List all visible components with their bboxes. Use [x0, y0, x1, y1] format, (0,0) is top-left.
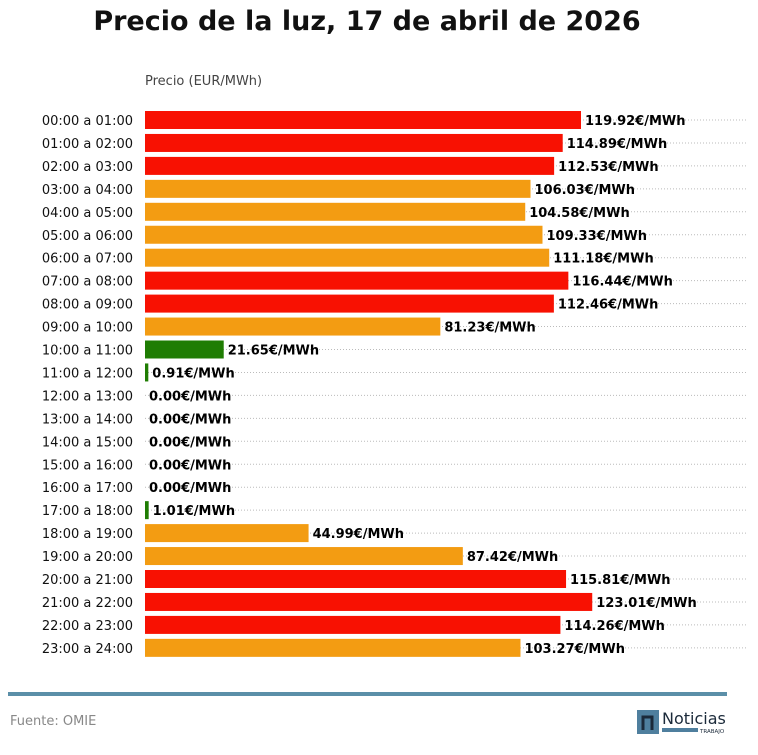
data-label: 0.00€/MWh — [149, 412, 231, 427]
category-label: 15:00 a 16:00 — [42, 458, 133, 473]
data-label: 21.65€/MWh — [228, 344, 319, 359]
category-label: 11:00 a 12:00 — [42, 366, 133, 381]
bar — [145, 317, 441, 336]
data-label: 81.23€/MWh — [444, 321, 535, 336]
data-label: 0.00€/MWh — [149, 481, 231, 496]
category-label: 19:00 a 20:00 — [42, 550, 133, 565]
category-label: 08:00 a 09:00 — [42, 298, 133, 313]
category-label: 20:00 a 21:00 — [42, 573, 133, 588]
category-label: 06:00 a 07:00 — [42, 252, 133, 267]
data-label: 103.27€/MWh — [524, 642, 625, 657]
category-label: 23:00 a 24:00 — [42, 642, 133, 657]
bar — [145, 202, 526, 221]
data-label: 0.00€/MWh — [149, 389, 231, 404]
data-label: 0.91€/MWh — [152, 366, 234, 381]
data-label: 0.00€/MWh — [149, 435, 231, 450]
data-label: 0.00€/MWh — [149, 458, 231, 473]
category-label: 03:00 a 04:00 — [42, 183, 133, 198]
category-label: 12:00 a 13:00 — [42, 389, 133, 404]
data-label: 104.58€/MWh — [529, 206, 630, 221]
category-label: 21:00 a 22:00 — [42, 596, 133, 611]
bar — [145, 156, 555, 175]
category-label: 14:00 a 15:00 — [42, 435, 133, 450]
category-label: 13:00 a 14:00 — [42, 412, 133, 427]
category-label: 04:00 a 05:00 — [42, 206, 133, 221]
bar — [145, 615, 561, 634]
bar — [145, 248, 550, 267]
bar — [145, 340, 224, 359]
data-label: 123.01€/MWh — [596, 596, 697, 611]
category-label: 05:00 a 06:00 — [42, 229, 133, 244]
bar — [145, 111, 581, 129]
bar — [145, 133, 563, 152]
bar — [145, 592, 593, 611]
footer-divider — [8, 692, 727, 696]
bar — [145, 179, 531, 198]
data-label: 109.33€/MWh — [546, 229, 647, 244]
bar — [145, 225, 543, 244]
source-text: Fuente: OMIE — [10, 714, 97, 729]
data-label: 116.44€/MWh — [572, 275, 673, 290]
category-label: 01:00 a 02:00 — [42, 137, 133, 152]
chart-title: Precio de la luz, 17 de abril de 2026 — [93, 6, 641, 37]
category-label: 17:00 a 18:00 — [42, 504, 133, 519]
svg-text:Noticias: Noticias — [662, 709, 726, 728]
category-label: 09:00 a 10:00 — [42, 321, 133, 336]
data-label: 119.92€/MWh — [585, 114, 686, 129]
noticias-trabajo-logo: Noticias TRABAJO — [637, 709, 726, 735]
data-label: 112.53€/MWh — [558, 160, 659, 175]
data-label: 114.26€/MWh — [564, 619, 665, 634]
data-label: 106.03€/MWh — [534, 183, 635, 198]
bar — [145, 524, 309, 543]
category-label: 16:00 a 17:00 — [42, 481, 133, 496]
bar — [145, 363, 149, 382]
data-label: 87.42€/MWh — [467, 550, 558, 565]
data-label: 115.81€/MWh — [570, 573, 671, 588]
data-label: 1.01€/MWh — [153, 504, 235, 519]
axis-label: Precio (EUR/MWh) — [145, 74, 263, 89]
category-label: 00:00 a 01:00 — [42, 114, 133, 129]
data-label: 114.89€/MWh — [567, 137, 668, 152]
bar-chart: 00:00 a 01:00 119.92€/MWh 01:00 a 02:00 114… — [42, 111, 748, 657]
bar — [145, 501, 149, 520]
category-label: 10:00 a 11:00 — [42, 344, 133, 359]
data-label: 111.18€/MWh — [553, 252, 654, 267]
bar — [145, 570, 567, 588]
bar — [145, 294, 554, 313]
category-label: 07:00 a 08:00 — [42, 275, 133, 290]
category-label: 22:00 a 23:00 — [42, 619, 133, 634]
data-label: 112.46€/MWh — [558, 298, 659, 313]
category-label: 02:00 a 03:00 — [42, 160, 133, 175]
bar — [145, 271, 569, 290]
bar — [145, 638, 521, 657]
category-label: 18:00 a 19:00 — [42, 527, 133, 542]
svg-text:TRABAJO: TRABAJO — [699, 729, 725, 735]
data-label: 44.99€/MWh — [313, 527, 404, 542]
bar — [145, 547, 463, 566]
